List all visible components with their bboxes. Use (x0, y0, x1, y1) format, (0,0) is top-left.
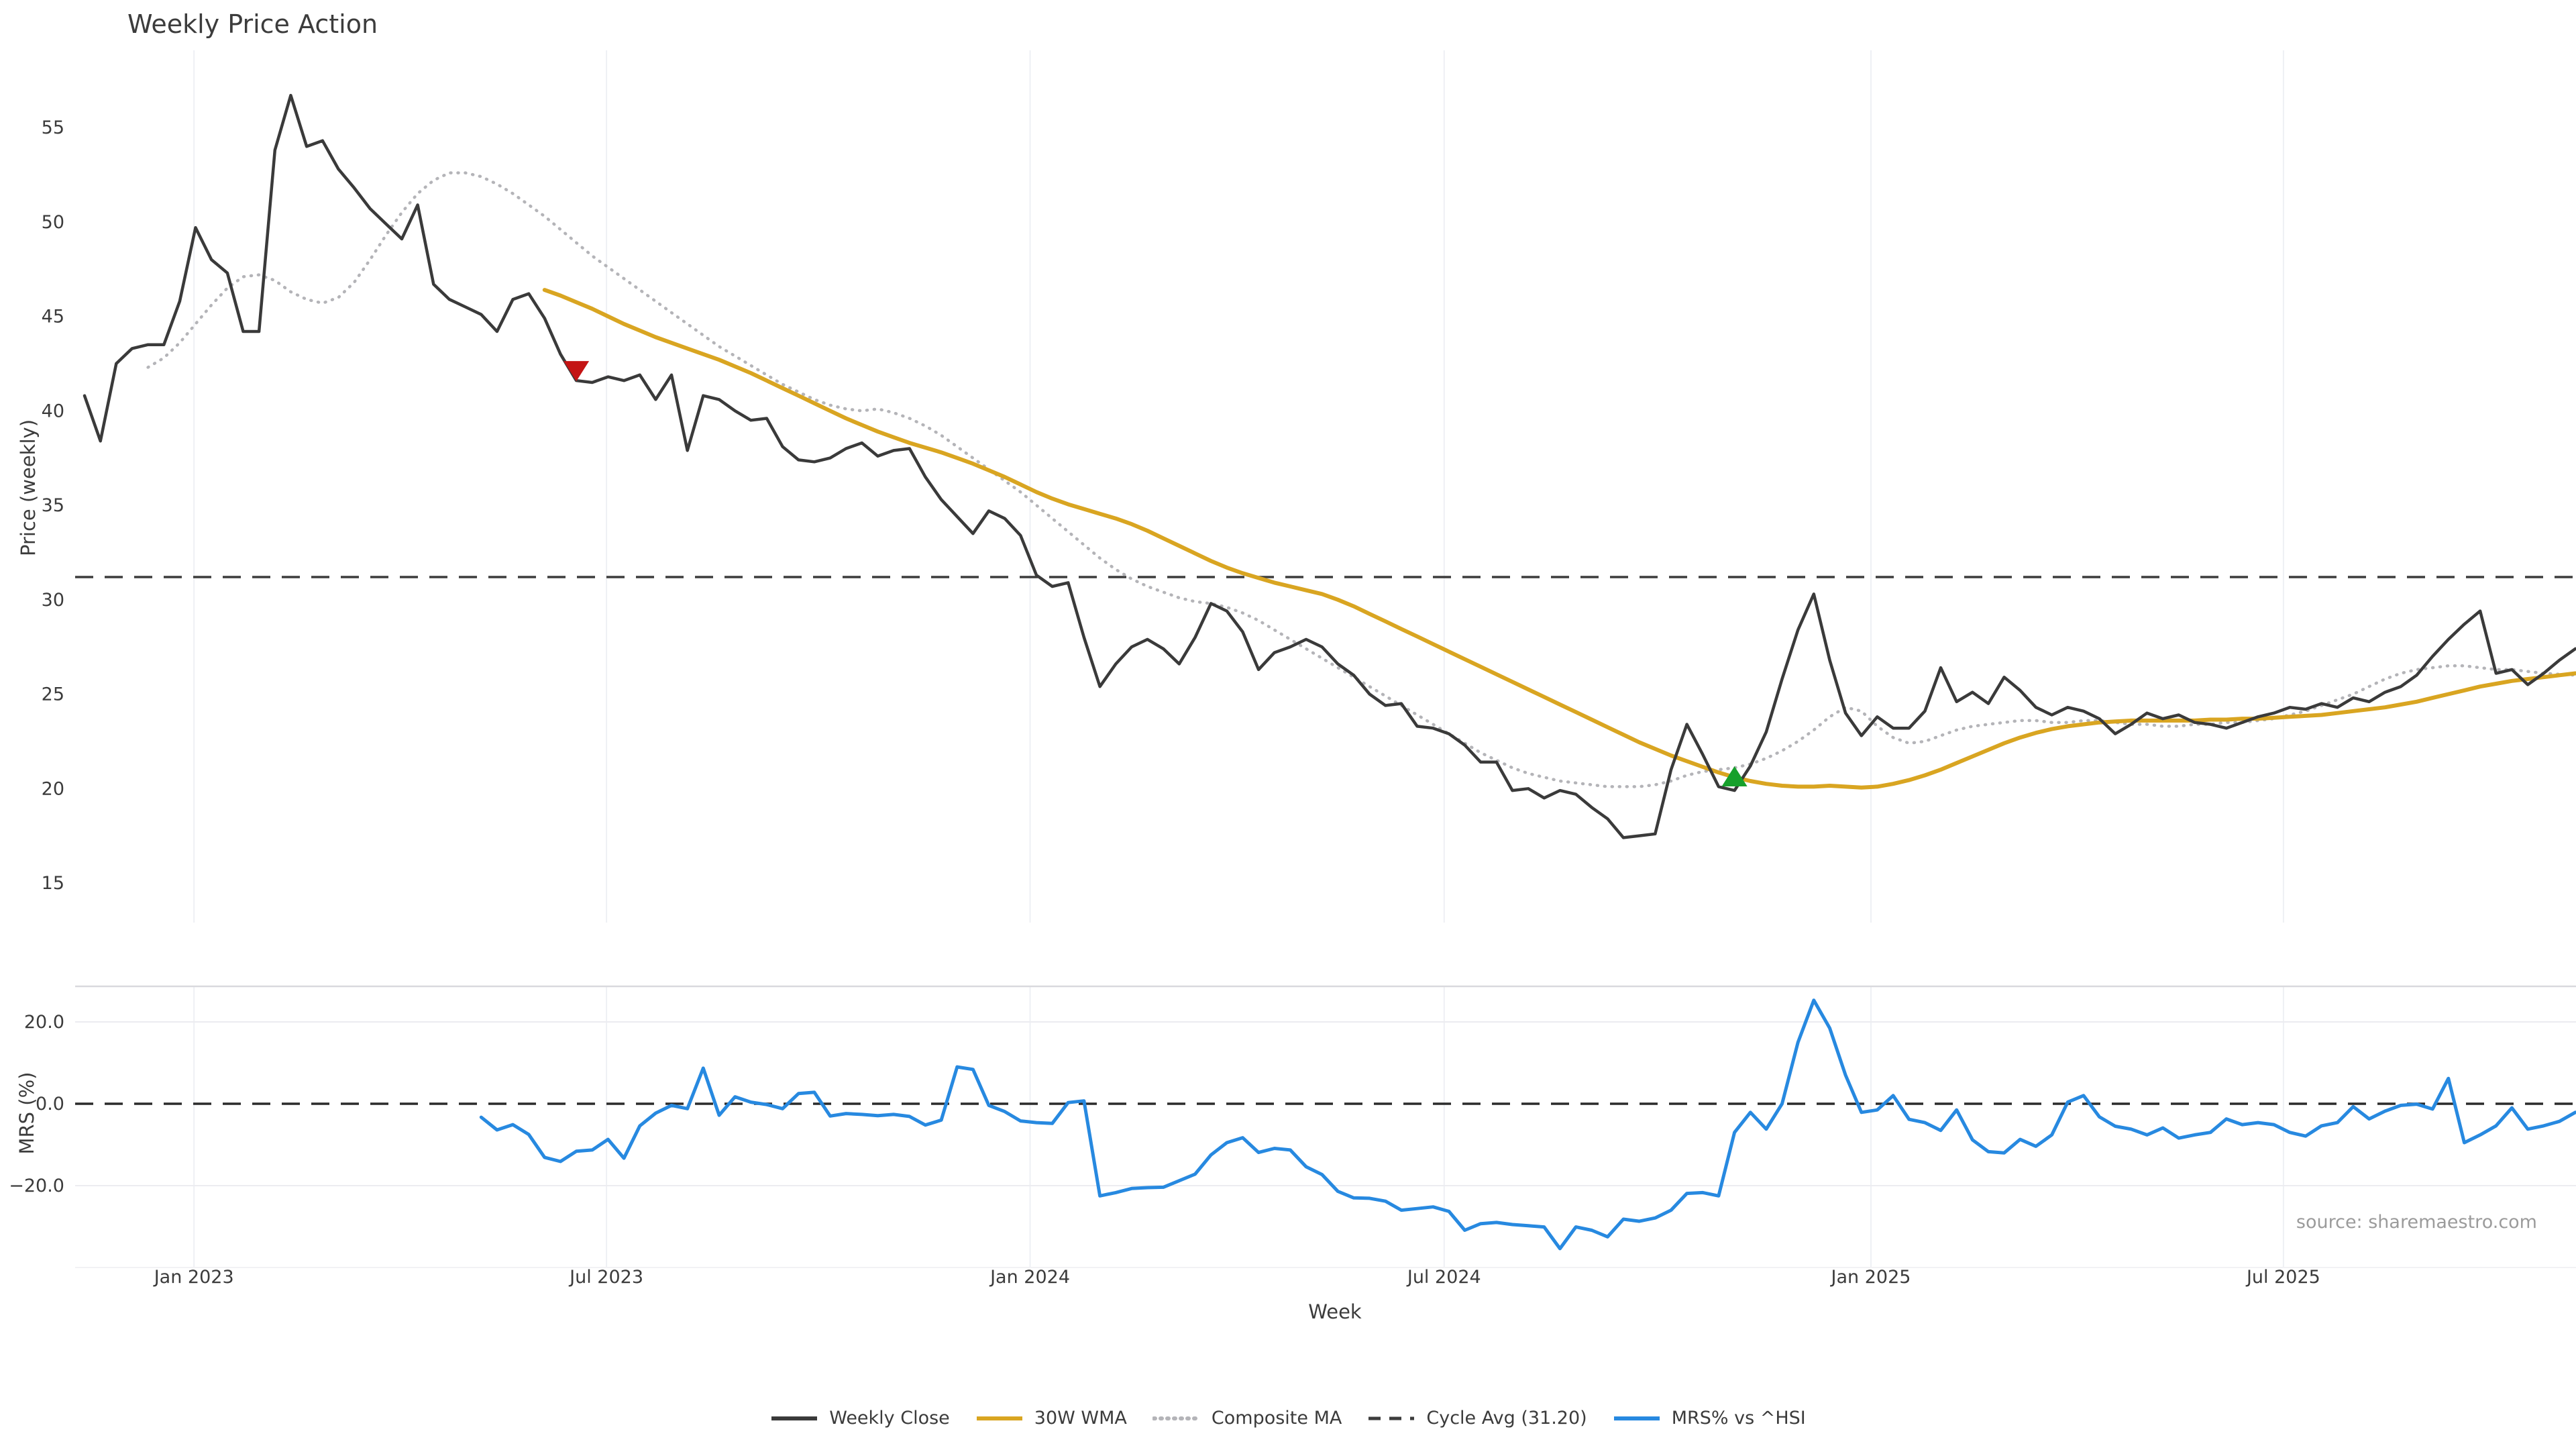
legend-item-cycle-avg-31-20-: Cycle Avg (31.20) (1367, 1408, 1587, 1429)
mrs-axis-title: MRS (%) (15, 1072, 38, 1155)
price-tick-35: 35 (42, 495, 64, 516)
price-tick-30: 30 (42, 590, 64, 611)
mrs-tick-20: 20.0 (24, 1012, 64, 1033)
legend-label: 30W WMA (1034, 1408, 1127, 1429)
source-credit: source: sharemaestro.com (2296, 1212, 2537, 1233)
series-30w-wma (542, 288, 2576, 790)
legend-swatch (1368, 1416, 1415, 1420)
week-axis-title: Week (1308, 1300, 1362, 1323)
legend-swatch (976, 1416, 1022, 1420)
legend-label: MRS% vs ^HSI (1671, 1408, 1806, 1429)
week-tick-2: Jan 2024 (989, 1267, 1070, 1288)
sell-signal-marker (564, 361, 590, 382)
legend-item-mrs-vs-hsi: MRS% vs ^HSI (1613, 1408, 1806, 1429)
series-composite-ma (146, 171, 2576, 788)
price-axis-title: Price (weekly) (17, 419, 40, 556)
legend-swatch (1152, 1416, 1201, 1420)
series-weekly-close (83, 93, 2576, 839)
week-tick-0: Jan 2023 (153, 1267, 234, 1288)
legend-item-composite-ma: Composite MA (1152, 1408, 1342, 1429)
legend: Weekly Close 30W WMA Composite MA Cycle Avg… (0, 1408, 2576, 1429)
mrs-tick-0: 0.0 (36, 1094, 64, 1114)
price-tick-55: 55 (42, 117, 64, 138)
legend-item-30w-wma: 30W WMA (975, 1408, 1127, 1429)
week-tick-4: Jan 2025 (1830, 1267, 1911, 1288)
week-tick-3: Jul 2024 (1406, 1267, 1481, 1288)
price-tick-25: 25 (42, 684, 64, 705)
series-mrs-vs-hsi (479, 998, 2576, 1251)
week-tick-1: Jul 2023 (568, 1267, 643, 1288)
price-tick-45: 45 (42, 307, 64, 327)
price-tick-40: 40 (42, 401, 64, 421)
buy-signal-marker (1721, 766, 1748, 786)
price-tick-20: 20 (42, 778, 64, 799)
chart-title: Weekly Price Action (127, 9, 378, 39)
mrs-tick--20: −20.0 (9, 1176, 64, 1196)
legend-label: Weekly Close (829, 1408, 950, 1429)
legend-swatch (1613, 1416, 1660, 1420)
legend-swatch (771, 1416, 818, 1420)
price-tick-15: 15 (42, 873, 64, 894)
legend-item-weekly-close: Weekly Close (770, 1408, 950, 1429)
legend-label: Cycle Avg (31.20) (1426, 1408, 1587, 1429)
price-tick-50: 50 (42, 212, 64, 233)
legend-label: Composite MA (1211, 1408, 1342, 1429)
week-tick-5: Jul 2025 (2245, 1267, 2320, 1288)
